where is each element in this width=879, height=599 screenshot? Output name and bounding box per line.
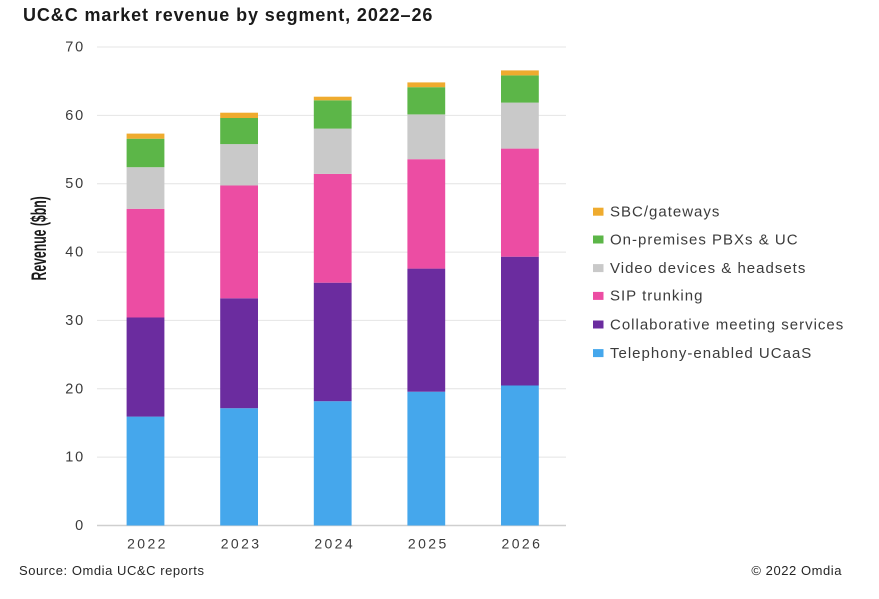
svg-text:50: 50 [65, 176, 85, 192]
svg-text:Revenue ($bn): Revenue ($bn) [28, 196, 51, 280]
svg-text:Telephony-enabled UCaaS: Telephony-enabled UCaaS [610, 345, 812, 362]
svg-text:UC&C market revenue by segment: UC&C market revenue by segment, 2022–26 [23, 5, 433, 25]
svg-text:Video devices & headsets: Video devices & headsets [610, 260, 806, 277]
svg-text:© 2022 Omdia: © 2022 Omdia [751, 563, 842, 578]
svg-text:60: 60 [65, 108, 85, 124]
svg-text:0: 0 [75, 518, 85, 534]
svg-text:2024: 2024 [314, 536, 355, 552]
svg-text:2025: 2025 [408, 536, 449, 552]
svg-text:Collaborative meeting services: Collaborative meeting services [610, 316, 844, 333]
svg-text:SBC/gateways: SBC/gateways [610, 204, 720, 221]
svg-text:10: 10 [65, 450, 85, 466]
svg-text:2022: 2022 [127, 536, 168, 552]
svg-text:2023: 2023 [221, 536, 262, 552]
svg-text:70: 70 [65, 40, 85, 56]
svg-text:2026: 2026 [502, 536, 543, 552]
svg-text:30: 30 [65, 313, 85, 329]
svg-text:On-premises PBXs & UC: On-premises PBXs & UC [610, 231, 799, 248]
svg-text:20: 20 [65, 381, 85, 397]
svg-text:SIP trunking: SIP trunking [610, 288, 703, 305]
svg-text:40: 40 [65, 245, 85, 261]
svg-text:Source: Omdia UC&C reports: Source: Omdia UC&C reports [19, 563, 205, 578]
